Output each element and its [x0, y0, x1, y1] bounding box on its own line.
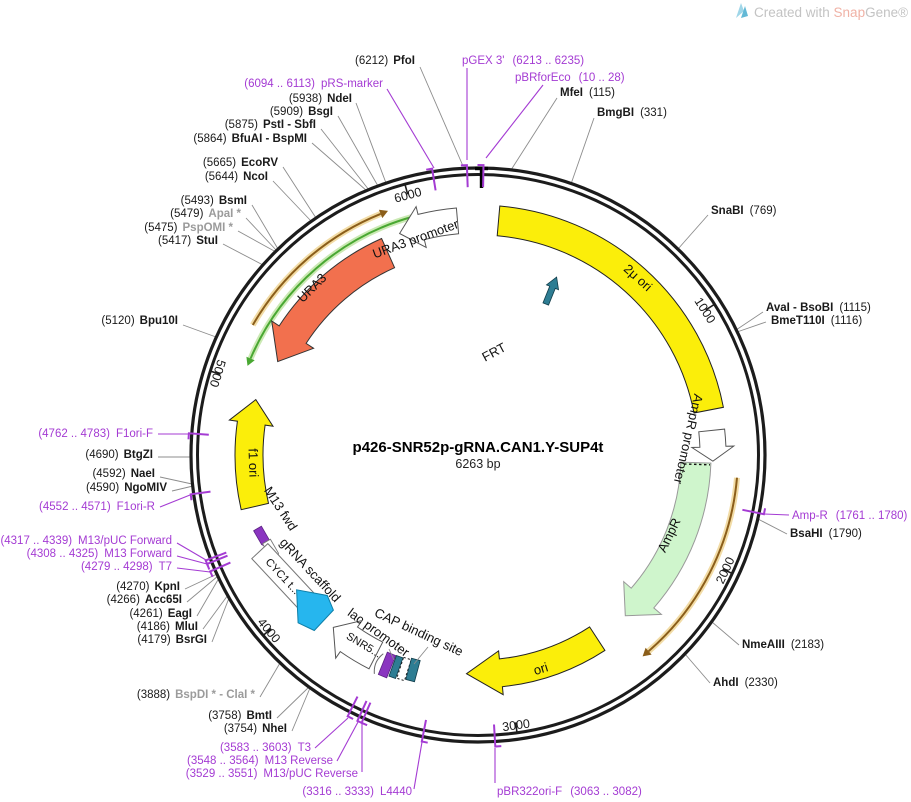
feature-f1-ori[interactable] [228, 398, 275, 511]
enzyme-label[interactable]: (4179) BsrGI [137, 634, 207, 646]
enzyme-label[interactable]: (4592) NaeI [92, 468, 155, 480]
enzyme-label[interactable]: (4690) BtgZI [85, 449, 153, 461]
enzyme-label[interactable]: (4270) KpnI [116, 581, 180, 593]
origin-marker [475, 166, 488, 188]
primer-label[interactable]: (3583 .. 3603) T3 [220, 742, 311, 754]
enzyme-label[interactable]: (3758) BmtI [208, 710, 272, 722]
label-ori[interactable]: ori [532, 659, 550, 678]
enzyme-label[interactable]: (3754) NheI [224, 723, 287, 735]
feature-2u-ori[interactable] [496, 205, 724, 414]
feature-ampr-promoter[interactable] [690, 428, 736, 462]
primer-label[interactable]: (4308 .. 4325) M13 Forward [27, 548, 172, 560]
enzyme-label[interactable]: AvaI - BsoBI (1115) [766, 302, 871, 314]
label-f1-ori[interactable]: f1 ori [245, 448, 261, 478]
feature-lac-promoter[interactable] [372, 651, 412, 682]
tick-label-1000: 1000 [691, 295, 718, 326]
ura3-direction-arcs [246, 209, 415, 366]
plasmid-size: 6263 bp [455, 457, 500, 471]
enzyme-label[interactable]: BmgBI (331) [597, 107, 667, 119]
label-frt[interactable]: FRT [479, 340, 508, 365]
watermark: Created with SnapGene® [736, 3, 908, 20]
enzyme-label[interactable]: (5875) PstI - SbfI [225, 119, 316, 131]
enzyme-label[interactable]: (4590) NgoMIV [86, 482, 167, 494]
feature-ori[interactable] [465, 626, 606, 696]
plasmid-title: p426-SNR52p-gRNA.CAN1.Y-SUP4t [353, 439, 604, 456]
feature-ura3-promoter[interactable] [398, 205, 460, 249]
primer-label[interactable]: (4279 .. 4298) T7 [81, 561, 172, 573]
primer-label[interactable]: (3316 .. 3333) L4440 [302, 786, 412, 798]
enzyme-label[interactable]: (6212) PfoI [355, 55, 415, 67]
enzyme-label[interactable]: AhdI (2330) [713, 677, 778, 689]
enzyme-label[interactable]: (4261) EagI [129, 608, 192, 620]
enzyme-label[interactable]: MfeI (115) [560, 87, 615, 99]
enzyme-label[interactable]: (5120) Bpu10I [101, 315, 178, 327]
lac-promoter-leader [388, 648, 395, 661]
ampr-direction-arc [642, 477, 740, 657]
primer-label[interactable]: pBRforEco (10 .. 28) [515, 72, 625, 84]
enzyme-label[interactable]: SnaBI (769) [711, 205, 777, 217]
enzyme-label[interactable]: (5938) NdeI [289, 93, 352, 105]
tick-label-6000: 6000 [393, 185, 424, 206]
enzyme-label[interactable]: (4266) Acc65I [107, 594, 182, 606]
enzyme-label[interactable]: (4186) MluI [137, 621, 198, 633]
primer-label[interactable]: (4317 .. 4339) M13/pUC Forward [0, 535, 172, 547]
primer-label[interactable]: pBR322ori-F (3063 .. 3082) [497, 786, 642, 798]
enzyme-label[interactable]: BsaHI (1790) [790, 528, 862, 540]
feature-grna-scaffold[interactable] [296, 589, 334, 632]
enzyme-label[interactable]: (5493) BsmI [181, 195, 247, 207]
enzyme-label[interactable]: (3888) BspDI * - ClaI * [137, 689, 256, 701]
feature-ampr[interactable] [623, 461, 712, 617]
enzyme-label[interactable]: BmeT110I (1116) [771, 315, 862, 327]
enzyme-leader-lines [158, 66, 788, 732]
enzyme-label[interactable]: (5479) ApaI * [170, 208, 241, 220]
primer-label[interactable]: pGEX 3' (6213 .. 6235) [462, 55, 584, 67]
primer-label[interactable]: Amp-R (1761 .. 1780) [792, 510, 908, 522]
primer-leader-lines [158, 68, 790, 790]
primer-label[interactable]: (6094 .. 6113) pRS-marker [244, 78, 383, 90]
cap-binding-leader [413, 646, 429, 665]
label-m13-fwd[interactable]: M13 fwd [261, 484, 300, 533]
enzyme-label[interactable]: NmeAIII (2183) [742, 639, 824, 651]
feature-cap-binding-site[interactable] [405, 657, 421, 683]
watermark-text: Created with SnapGene® [754, 5, 908, 20]
enzyme-label[interactable]: (5475) PspOMI * [144, 222, 233, 234]
enzyme-label[interactable]: (5909) BsgI [270, 106, 333, 118]
enzyme-label[interactable]: (5417) StuI [158, 235, 218, 247]
primer-label[interactable]: (4552 .. 4571) F1ori-R [39, 501, 155, 513]
feature-ura3[interactable] [271, 237, 396, 363]
ampr-signal-boundary [683, 463, 711, 466]
feature-frt[interactable] [540, 275, 563, 307]
primer-label[interactable]: (4762 .. 4783) F1ori-F [38, 428, 153, 440]
snapgene-logo-icon [736, 3, 748, 18]
enzyme-label[interactable]: (5644) NcoI [205, 171, 268, 183]
primer-ticks [187, 164, 767, 748]
tick-label-3000: 3000 [501, 716, 531, 734]
primer-label[interactable]: (3548 .. 3564) M13 Reverse [187, 755, 333, 767]
enzyme-label[interactable]: (5665) EcoRV [203, 157, 278, 169]
primer-label[interactable]: (3529 .. 3551) M13/pUC Reverse [186, 768, 358, 780]
enzyme-label[interactable]: (5864) BfuAI - BspMI [193, 133, 307, 145]
